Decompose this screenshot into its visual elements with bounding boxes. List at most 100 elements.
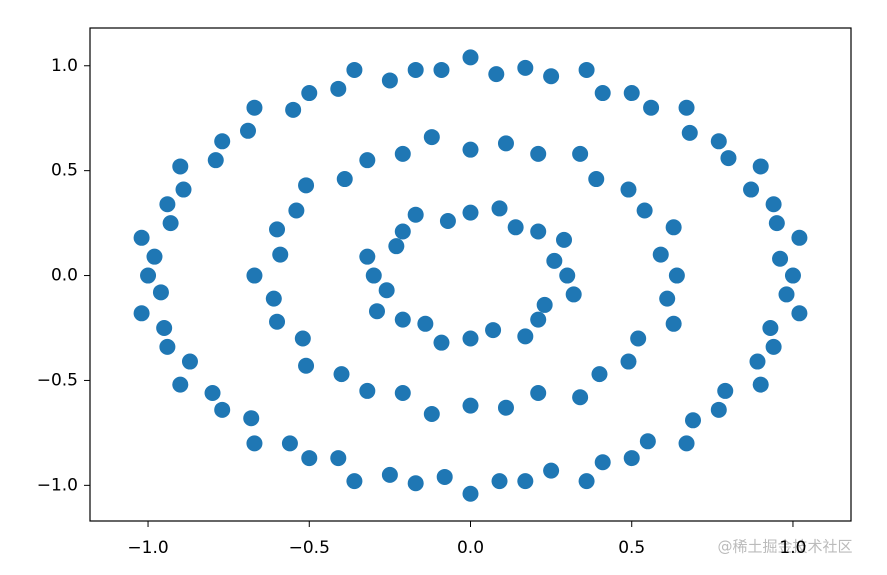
point [285, 101, 302, 118]
point [140, 267, 157, 284]
point [394, 145, 411, 162]
point [462, 141, 479, 158]
point [301, 85, 318, 102]
point [530, 311, 547, 328]
point [214, 133, 231, 150]
point [778, 286, 795, 303]
y-tick-label: 0.5 [51, 161, 78, 181]
point [423, 406, 440, 423]
point [301, 450, 318, 467]
point [620, 353, 637, 370]
point [272, 246, 289, 263]
point [517, 328, 534, 345]
point [346, 61, 363, 78]
point [365, 267, 382, 284]
point [269, 221, 286, 238]
point [433, 61, 450, 78]
point [684, 412, 701, 429]
point [462, 485, 479, 502]
point [204, 385, 221, 402]
point [762, 319, 779, 336]
point [133, 305, 150, 322]
point [491, 200, 508, 217]
point [717, 382, 734, 399]
point [181, 353, 198, 370]
point [556, 231, 573, 248]
point [207, 152, 224, 169]
point [269, 313, 286, 330]
point [298, 177, 315, 194]
point [652, 246, 669, 263]
point [462, 397, 479, 414]
point [330, 80, 347, 97]
point [417, 315, 434, 332]
point [530, 223, 547, 240]
point [246, 267, 263, 284]
point [678, 99, 695, 116]
point [243, 410, 260, 427]
x-tick-label: 1.0 [779, 538, 806, 558]
point [246, 99, 263, 116]
point [594, 454, 611, 471]
point [294, 330, 311, 347]
point [162, 215, 179, 232]
point [643, 99, 660, 116]
x-tick-label: −0.5 [289, 538, 330, 558]
point [159, 196, 176, 213]
point [462, 330, 479, 347]
point [240, 122, 257, 139]
point [488, 66, 505, 83]
point [572, 145, 589, 162]
point [388, 238, 405, 255]
point [330, 450, 347, 467]
point [359, 152, 376, 169]
point [765, 196, 782, 213]
point [436, 468, 453, 485]
point [530, 145, 547, 162]
point [156, 319, 173, 336]
point [559, 267, 576, 284]
point [359, 248, 376, 265]
point [749, 353, 766, 370]
point [497, 399, 514, 416]
point [784, 267, 801, 284]
point [381, 72, 398, 89]
point [407, 206, 424, 223]
point [791, 229, 808, 246]
point [336, 171, 353, 188]
point [394, 223, 411, 240]
point [620, 181, 637, 198]
point [765, 338, 782, 355]
point [485, 322, 502, 339]
point [394, 311, 411, 328]
point [491, 473, 508, 490]
point [407, 475, 424, 492]
point [462, 49, 479, 66]
point [768, 215, 785, 232]
point [359, 382, 376, 399]
point [572, 389, 589, 406]
point [681, 124, 698, 141]
point [497, 135, 514, 152]
point [265, 290, 282, 307]
point [394, 385, 411, 402]
point [530, 385, 547, 402]
point [588, 171, 605, 188]
plot-area [133, 49, 808, 502]
point [546, 252, 563, 269]
point [630, 330, 647, 347]
point [710, 401, 727, 418]
point [720, 150, 737, 167]
point [407, 61, 424, 78]
point [636, 202, 653, 219]
point [565, 286, 582, 303]
point [594, 85, 611, 102]
point [298, 357, 315, 374]
point [752, 376, 769, 393]
y-tick-label: 1.0 [51, 56, 78, 76]
point [639, 433, 656, 450]
point [623, 450, 640, 467]
